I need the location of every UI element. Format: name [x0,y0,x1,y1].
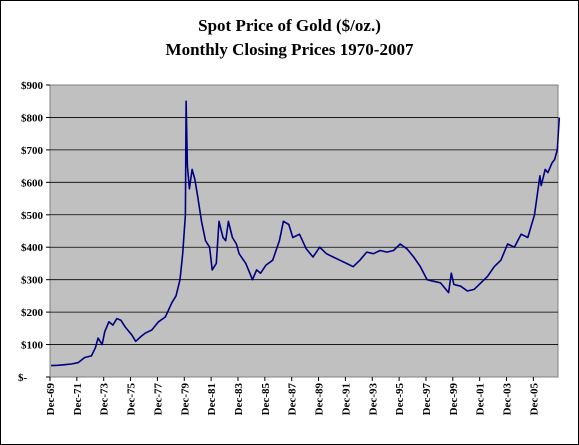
y-tick-label: $700 [21,145,44,157]
y-tick-label: $600 [21,177,44,189]
x-tick-label: Dec-93 [367,383,379,416]
plot-area [49,84,559,378]
y-axis-ticks: $- $100 $200 $300 $400 $500 $600 $700 $800 $900 [18,80,50,384]
x-tick-label: Dec-69 [45,383,57,416]
x-tick-label: Dec-95 [394,383,406,416]
y-tick-label: $500 [21,210,44,222]
x-tick-label: Dec-99 [448,383,460,416]
x-tick-label: Dec-71 [72,383,84,415]
x-tick-label: Dec-81 [206,383,218,415]
x-tick-label: Dec-97 [421,383,433,416]
y-tick-label: $300 [21,275,44,287]
y-tick-label: $800 [21,112,44,124]
x-tick-label: Dec-75 [126,383,138,416]
chart-title: Spot Price of Gold ($/oz.) Monthly Closi… [0,14,579,62]
x-tick-label: Dec-77 [152,383,164,416]
x-tick-label: Dec-85 [260,383,272,416]
x-tick-label: Dec-05 [528,383,540,416]
x-tick-label: Dec-83 [233,383,245,416]
y-tick-label: $- [18,372,28,384]
x-tick-label: Dec-03 [502,383,514,416]
x-tick-label: Dec-91 [340,383,352,415]
subtitle-line: Monthly Closing Prices 1970-2007 [165,40,414,59]
gold-price-series-line [51,100,561,367]
y-tick-label: $400 [21,242,44,254]
x-tick-label: Dec-73 [99,383,111,416]
x-tick-label: Dec-87 [287,383,299,416]
grid-lines [50,117,558,345]
y-tick-label: $900 [21,80,44,92]
x-tick-label: Dec-89 [314,383,326,416]
y-tick-label: $100 [21,340,44,352]
x-tick-label: Dec-01 [475,383,487,415]
x-axis-ticks: Dec-69 Dec-71 Dec-73 Dec-75 Dec-77 Dec-79 Dec-… [45,377,540,415]
x-tick-label: Dec-79 [179,383,191,416]
y-tick-label: $200 [21,307,44,319]
title-line: Spot Price of Gold ($/oz.) [198,16,381,35]
